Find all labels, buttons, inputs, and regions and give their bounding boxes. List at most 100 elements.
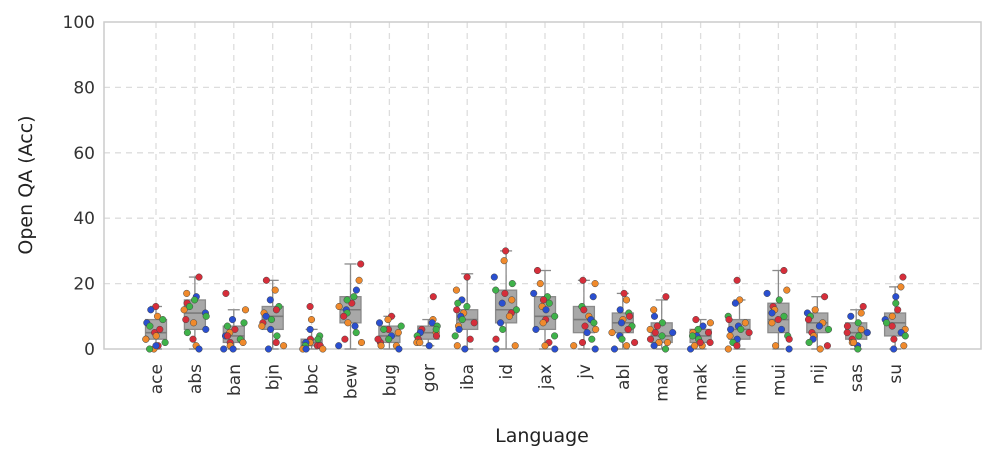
data-point <box>492 335 500 343</box>
data-point <box>650 342 658 350</box>
data-point <box>152 342 160 350</box>
data-point <box>202 325 210 333</box>
data-point <box>267 325 275 333</box>
data-point <box>492 345 500 353</box>
data-point <box>688 332 697 340</box>
data-point <box>505 312 513 320</box>
data-point <box>590 319 598 327</box>
data-point <box>499 325 507 333</box>
data-point <box>655 338 663 347</box>
data-point <box>455 325 463 333</box>
data-point <box>351 322 359 330</box>
x-tick-label: mad <box>653 364 673 402</box>
data-point <box>501 289 509 297</box>
data-point <box>658 332 666 340</box>
data-point <box>397 322 405 330</box>
data-point <box>854 345 862 353</box>
data-point <box>620 289 628 297</box>
data-point <box>458 316 466 324</box>
data-point <box>551 345 559 353</box>
x-tick-label: id <box>497 364 517 380</box>
data-point <box>161 338 169 347</box>
x-tick-label: nij <box>808 364 828 384</box>
data-point <box>500 257 508 265</box>
y-tick-label: 100 <box>63 13 95 33</box>
data-point <box>195 273 203 281</box>
point-group <box>142 247 909 353</box>
data-point <box>153 312 162 320</box>
x-tick-label: min <box>731 364 751 396</box>
data-point <box>821 293 829 301</box>
data-point <box>146 322 154 330</box>
data-point <box>183 329 191 337</box>
data-point <box>461 345 469 353</box>
x-tick-label: gor <box>419 364 439 392</box>
data-point <box>220 345 228 353</box>
data-point <box>272 306 280 314</box>
data-point <box>267 316 276 324</box>
data-point <box>897 283 905 291</box>
data-point <box>894 306 902 314</box>
data-point <box>508 280 516 288</box>
data-point <box>511 342 519 350</box>
data-point <box>429 293 437 301</box>
data-point <box>453 342 461 350</box>
data-point <box>152 302 160 311</box>
data-point <box>579 276 587 284</box>
data-point <box>229 345 237 353</box>
data-point <box>692 316 700 324</box>
data-point <box>780 312 788 320</box>
y-tick-labels: 0 20 40 60 80 100 <box>63 13 95 360</box>
data-point <box>733 276 741 284</box>
x-tick-label: mui <box>769 364 789 396</box>
data-point <box>888 322 896 330</box>
data-point <box>159 316 167 324</box>
data-point <box>696 338 704 347</box>
data-point <box>380 325 388 333</box>
data-point <box>262 312 270 320</box>
data-point <box>280 342 288 350</box>
data-point <box>314 335 322 343</box>
x-tick-labels: ace abs ban bjn bbc bew bug gor iba id jax jv abl mad… <box>147 364 906 402</box>
data-point <box>539 296 548 304</box>
data-point <box>533 266 542 275</box>
data-point <box>432 332 441 340</box>
data-point <box>343 296 351 304</box>
data-point <box>335 302 343 311</box>
y-tick-label: 20 <box>73 275 95 295</box>
data-point <box>539 319 547 327</box>
data-point <box>843 322 851 330</box>
data-point <box>843 329 851 337</box>
data-point <box>189 335 197 343</box>
data-point <box>374 335 382 343</box>
data-point <box>662 293 670 301</box>
data-point <box>669 329 677 337</box>
data-point <box>899 273 907 281</box>
data-point <box>182 316 190 324</box>
data-point <box>551 312 559 320</box>
x-tick-label: iba <box>458 364 478 390</box>
data-point <box>306 325 314 333</box>
data-point <box>355 276 363 284</box>
data-point <box>190 319 198 327</box>
data-point <box>785 335 793 343</box>
data-point <box>855 332 863 340</box>
data-point <box>691 342 699 350</box>
data-point <box>319 345 327 353</box>
data-point <box>241 306 250 314</box>
data-point <box>624 325 632 333</box>
y-tick-label: 60 <box>73 144 95 164</box>
data-point <box>425 342 433 350</box>
data-point <box>432 325 440 333</box>
data-point <box>146 345 154 353</box>
data-point <box>463 273 471 281</box>
data-point <box>661 345 670 353</box>
data-point <box>706 338 714 347</box>
data-point <box>352 329 360 337</box>
data-point <box>451 332 459 340</box>
data-point <box>394 329 402 337</box>
data-point <box>772 342 780 350</box>
data-point <box>816 345 824 353</box>
data-point <box>815 322 823 330</box>
